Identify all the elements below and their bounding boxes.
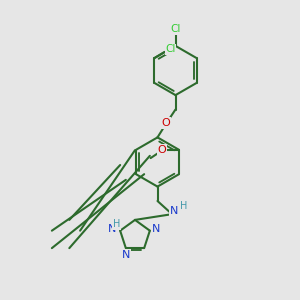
- Text: N: N: [152, 224, 160, 234]
- Text: O: O: [157, 145, 166, 155]
- Text: N: N: [169, 206, 178, 217]
- Text: H: H: [113, 219, 120, 229]
- Text: Cl: Cl: [170, 24, 181, 34]
- Text: N: N: [122, 250, 130, 260]
- Text: H: H: [180, 201, 187, 212]
- Text: N: N: [108, 224, 116, 234]
- Text: O: O: [161, 118, 170, 128]
- Text: Cl: Cl: [166, 44, 176, 54]
